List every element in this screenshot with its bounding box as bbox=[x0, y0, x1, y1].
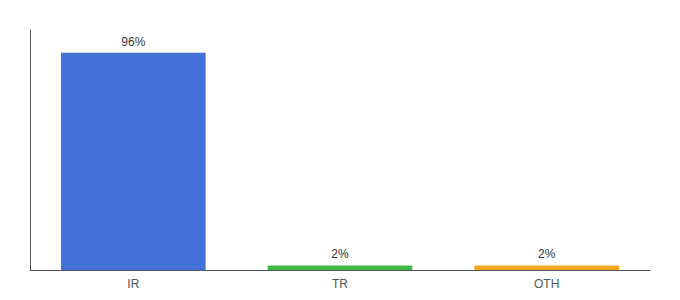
svg-text:2%: 2% bbox=[538, 247, 556, 261]
svg-text:IR: IR bbox=[127, 277, 139, 291]
svg-text:2%: 2% bbox=[331, 247, 349, 261]
svg-text:TR: TR bbox=[332, 277, 348, 291]
svg-text:96%: 96% bbox=[121, 35, 145, 49]
svg-text:OTH: OTH bbox=[534, 277, 559, 291]
